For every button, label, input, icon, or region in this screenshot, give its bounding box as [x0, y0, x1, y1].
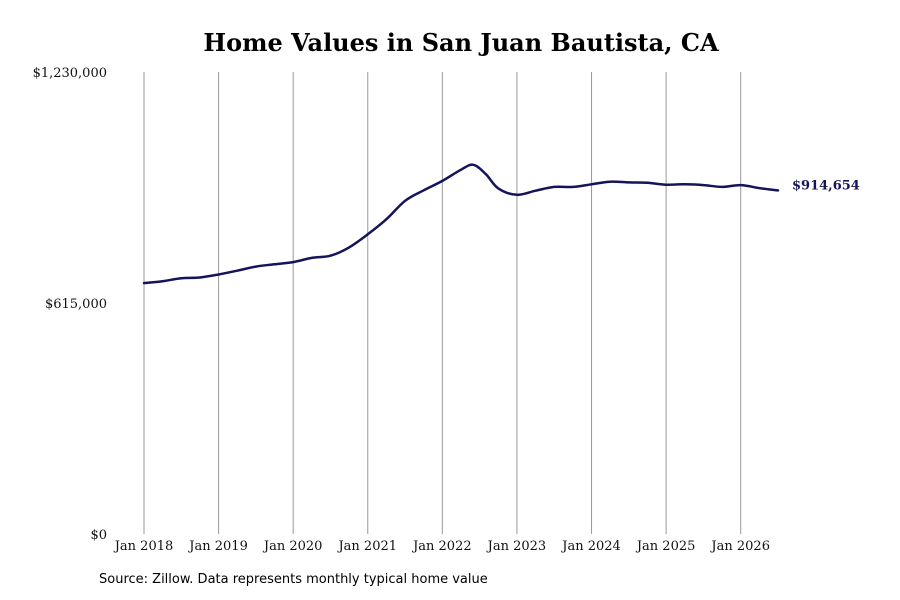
- y-tick-label: $615,000: [45, 297, 107, 312]
- y-tick-label: $0: [90, 528, 107, 543]
- x-tick-label: Jan 2026: [709, 539, 770, 554]
- x-tick-label: Jan 2021: [336, 539, 397, 554]
- vertical-grid: [143, 72, 742, 534]
- x-tick-label: Jan 2025: [635, 539, 696, 554]
- x-tick-label: Jan 2024: [560, 539, 621, 554]
- y-axis-ticks: $0 $615,000 $1,230,000: [33, 66, 107, 543]
- chart-title: Home Values in San Juan Bautista, CA: [203, 28, 719, 57]
- source-note: Source: Zillow. Data represents monthly …: [99, 572, 488, 587]
- home-value-line: [142, 163, 780, 285]
- x-axis-ticks: Jan 2018 Jan 2019 Jan 2020 Jan 2021 Jan 2022…: [113, 539, 770, 554]
- latest-value-label: $914,654: [792, 178, 860, 193]
- x-tick-label: Jan 2023: [486, 539, 547, 554]
- x-tick-label: Jan 2022: [411, 539, 472, 554]
- y-tick-label: $1,230,000: [33, 66, 107, 81]
- x-tick-label: Jan 2019: [187, 539, 248, 554]
- x-tick-label: Jan 2018: [113, 539, 174, 554]
- x-tick-label: Jan 2020: [262, 539, 323, 554]
